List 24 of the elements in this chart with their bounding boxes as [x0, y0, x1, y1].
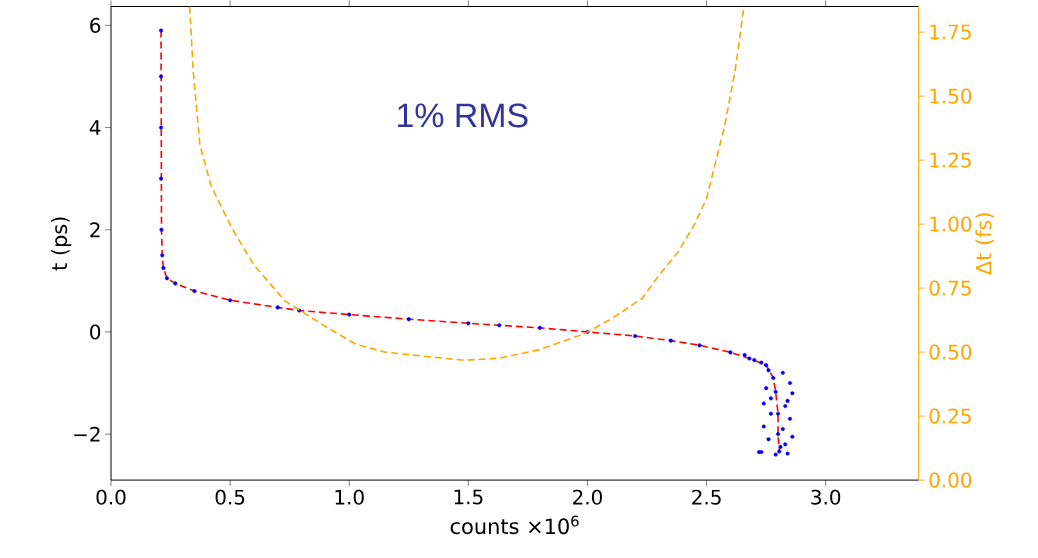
- x-tick-label: 3.0: [811, 489, 841, 505]
- x-tick-label: 2.5: [692, 489, 721, 505]
- y2-tick-label: 1.75: [930, 24, 971, 40]
- x-tick-label: 0.0: [96, 489, 126, 505]
- x-tick-label: 2.0: [573, 489, 602, 505]
- y2-tick-label: 0.25: [929, 408, 971, 424]
- y-tick-label: 2: [90, 222, 100, 238]
- y2-tick-label: 1.50: [930, 88, 972, 104]
- y2-tick-label: 1.25: [930, 152, 971, 168]
- y2-tick-label: 0.00: [929, 472, 972, 488]
- y2-tick-label: 1.00: [930, 216, 972, 232]
- y-tick-label: 0: [90, 324, 101, 340]
- annotation: 1% RMS: [398, 103, 528, 128]
- y-axis-title: t (ps): [51, 217, 72, 271]
- y-tick-label: −2: [74, 426, 100, 442]
- x-tick-label: 1.0: [335, 489, 364, 505]
- x-tick-label: 0.5: [215, 489, 245, 505]
- y2-tick-label: 0.75: [929, 280, 971, 296]
- x-tick-label: 1.5: [454, 489, 483, 505]
- y-tick-label: 4: [89, 120, 101, 136]
- x-axis-title: counts ×10$^{6}$: [450, 515, 579, 535]
- y2-tick-label: 0.50: [929, 344, 972, 360]
- y2-axis-title: Δt (fs): [975, 213, 994, 276]
- y-tick-label: 6: [90, 18, 101, 34]
